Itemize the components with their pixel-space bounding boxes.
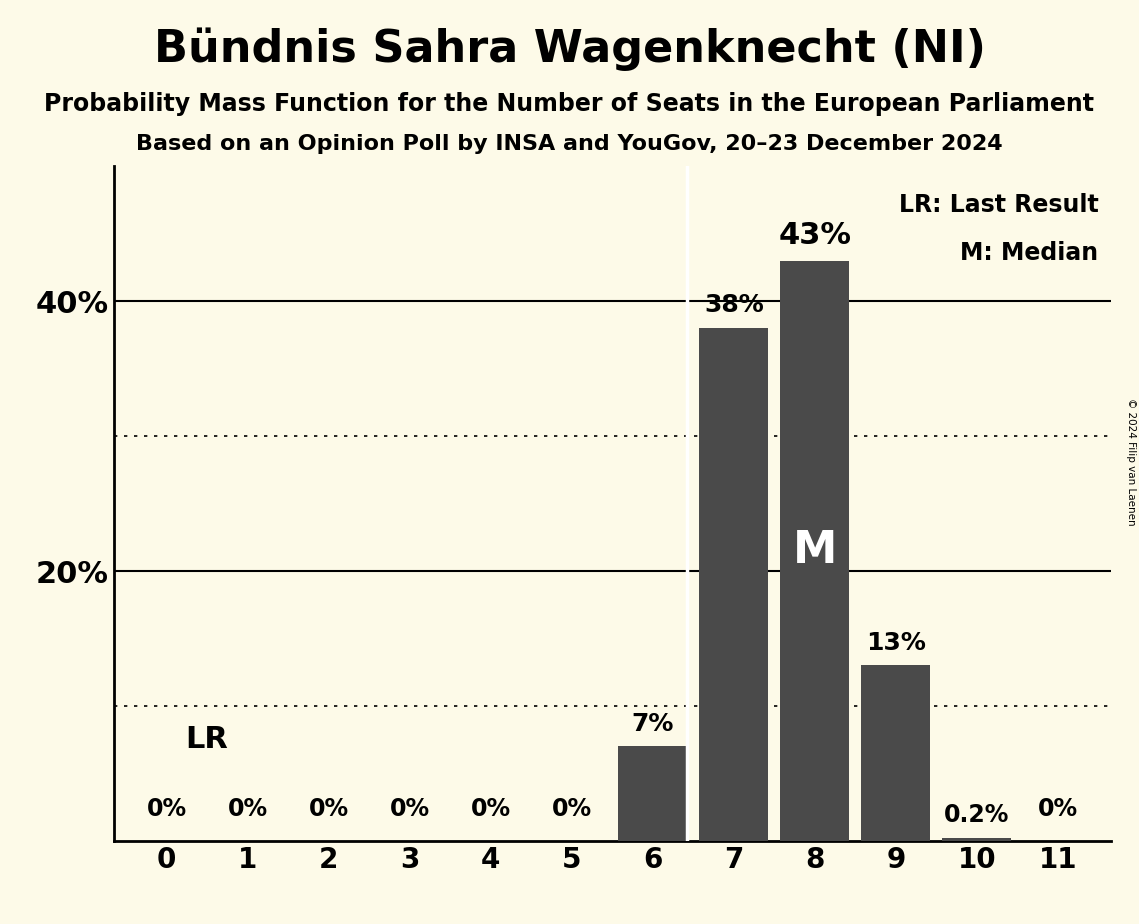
Text: 13%: 13%	[866, 631, 926, 655]
Text: 43%: 43%	[778, 221, 851, 250]
Bar	[942, 838, 1011, 841]
Text: 0%: 0%	[228, 796, 268, 821]
Text: 0%: 0%	[309, 796, 349, 821]
Text: Bündnis Sahra Wagenknecht (NI): Bündnis Sahra Wagenknecht (NI)	[154, 28, 985, 71]
Text: 38%: 38%	[704, 294, 763, 318]
Text: LR: LR	[186, 725, 229, 754]
Text: Probability Mass Function for the Number of Seats in the European Parliament: Probability Mass Function for the Number…	[44, 92, 1095, 116]
Bar	[618, 747, 687, 841]
Text: 0.2%: 0.2%	[944, 803, 1009, 827]
Text: 0%: 0%	[470, 796, 510, 821]
Bar	[861, 665, 931, 841]
Text: 0%: 0%	[1038, 796, 1077, 821]
Text: 0%: 0%	[147, 796, 187, 821]
Bar	[780, 261, 850, 841]
Text: © 2024 Filip van Laenen: © 2024 Filip van Laenen	[1126, 398, 1136, 526]
Text: Based on an Opinion Poll by INSA and YouGov, 20–23 December 2024: Based on an Opinion Poll by INSA and You…	[137, 134, 1002, 154]
Text: 7%: 7%	[631, 711, 674, 736]
Text: M: Median: M: Median	[960, 240, 1098, 264]
Text: 0%: 0%	[551, 796, 592, 821]
Text: M: M	[793, 529, 837, 572]
Bar	[699, 328, 768, 841]
Text: LR: Last Result: LR: Last Result	[899, 193, 1098, 217]
Text: 0%: 0%	[390, 796, 429, 821]
